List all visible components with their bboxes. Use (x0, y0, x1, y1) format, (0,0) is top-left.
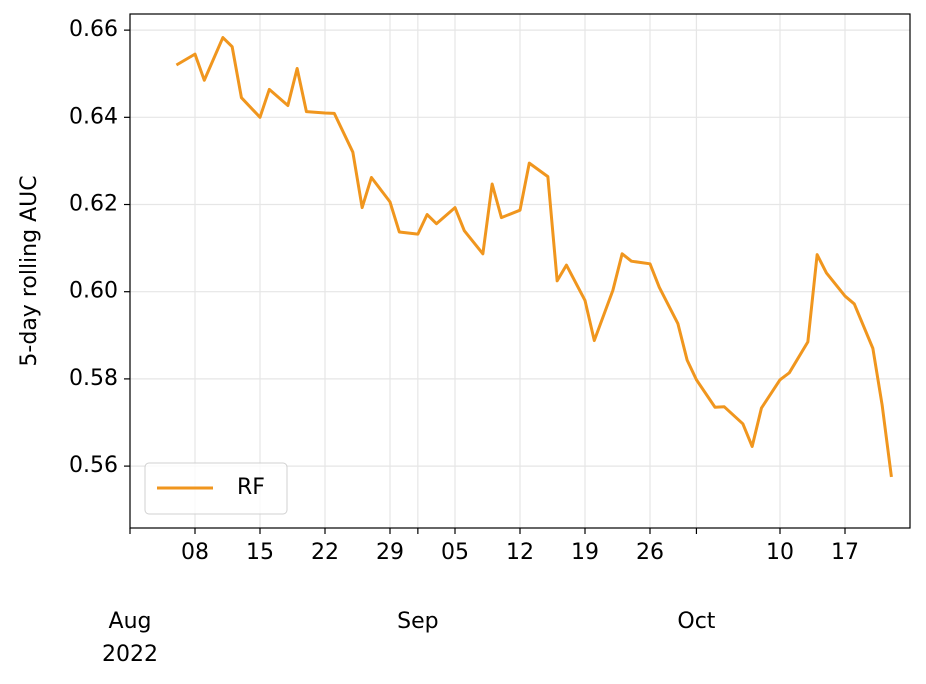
x-tick-label: 10 (766, 540, 794, 565)
y-tick-label: 0.58 (69, 366, 118, 391)
month-label: Oct (677, 609, 715, 634)
legend-box (144, 462, 288, 515)
x-tick-label: 05 (441, 540, 469, 565)
y-axis-label: 5-day rolling AUC (17, 175, 42, 366)
y-tick-label: 0.56 (69, 453, 118, 478)
x-tick-label: 15 (246, 540, 274, 565)
year-label: 2022 (102, 642, 158, 667)
y-tick-label: 0.60 (69, 279, 118, 304)
x-tick-label: 29 (376, 540, 404, 565)
x-tick-label: 12 (506, 540, 534, 565)
x-tick-label: 17 (831, 540, 859, 565)
x-tick-label: 19 (571, 540, 599, 565)
x-tick-label: 22 (311, 540, 339, 565)
month-label: Sep (397, 609, 438, 634)
y-tick-label: 0.62 (69, 192, 118, 217)
data-line (175, 36, 893, 478)
y-tick-label: 0.66 (69, 17, 118, 42)
legend-label: RF (237, 475, 265, 500)
y-tick-label: 0.64 (69, 104, 118, 129)
x-tick-label: 26 (636, 540, 664, 565)
x-tick-label: 08 (181, 540, 209, 565)
month-label: Aug (109, 609, 152, 634)
